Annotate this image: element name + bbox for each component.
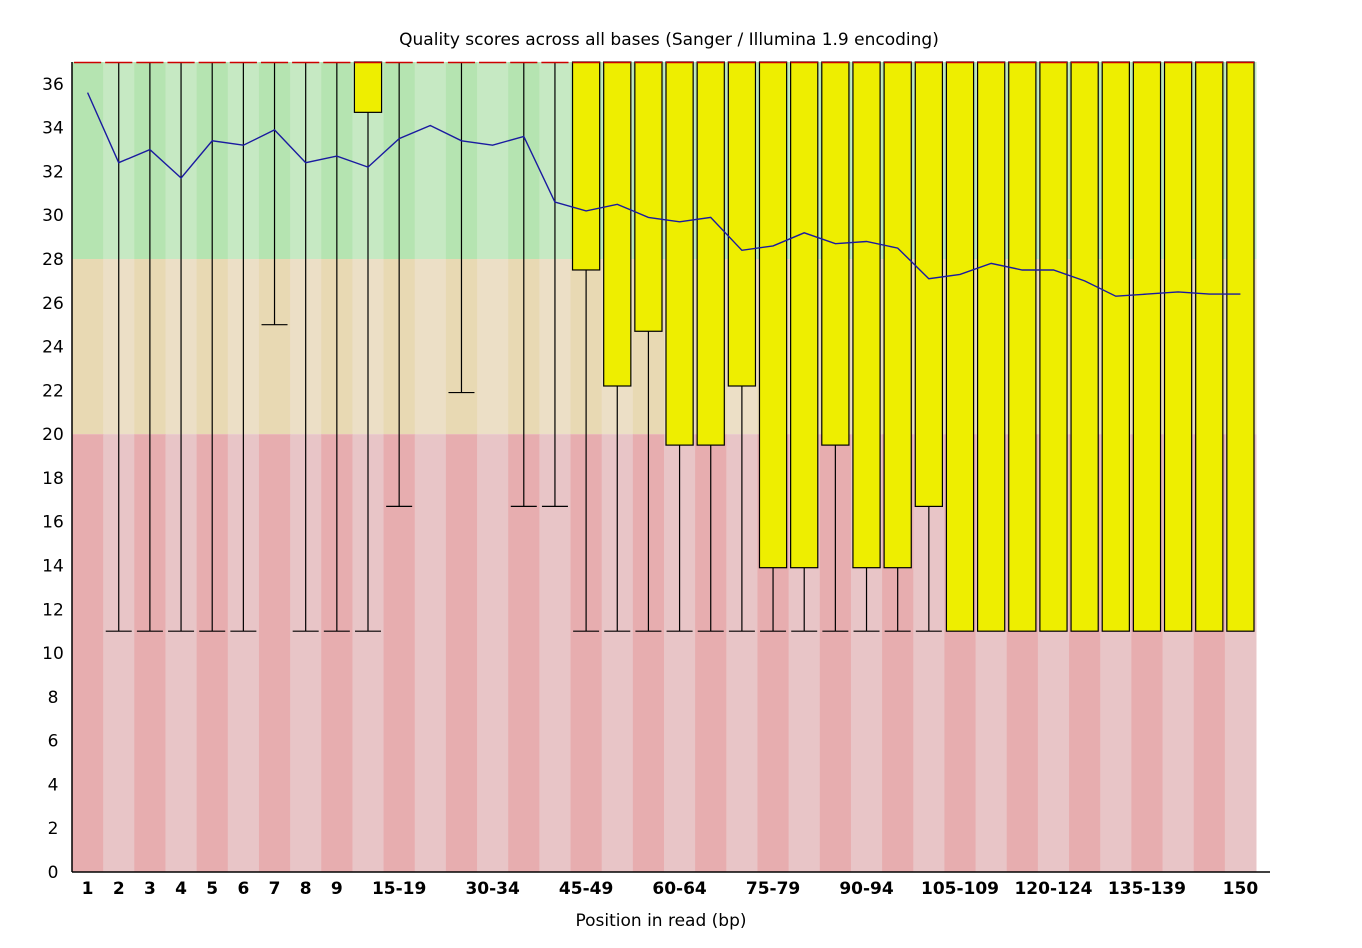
x-tick-label: 1 bbox=[82, 879, 94, 899]
y-tick-label: 18 bbox=[42, 469, 64, 489]
axes bbox=[71, 62, 1270, 873]
x-tick-labels: 1 2 3 4 5 6 7 8 9 15-19 30-34 45-49 60-64 75-79 90-94 1… bbox=[82, 879, 1259, 899]
band-poor-col-7 bbox=[258, 434, 291, 872]
x-tick-label: 9 bbox=[331, 879, 343, 899]
band-good-col-14 bbox=[477, 62, 509, 260]
x-tick-label: 15-19 bbox=[372, 879, 426, 899]
band-poor-col-13 bbox=[445, 434, 478, 872]
band-reasonable-col-14 bbox=[477, 259, 509, 435]
band-good-col-1 bbox=[72, 62, 104, 260]
band-poor-col-16 bbox=[539, 434, 572, 872]
box-34 bbox=[1101, 61, 1130, 632]
y-tick-label: 14 bbox=[42, 557, 64, 577]
x-tick-label: 3 bbox=[144, 879, 156, 899]
y-tick-label: 2 bbox=[48, 819, 59, 839]
y-tick-label: 22 bbox=[42, 381, 64, 401]
x-tick-label: 7 bbox=[269, 879, 281, 899]
x-tick-label: 30-34 bbox=[465, 879, 520, 899]
y-tick-label: 4 bbox=[48, 775, 59, 795]
band-reasonable-col-12 bbox=[414, 259, 447, 435]
box-27 bbox=[883, 61, 912, 569]
box-19 bbox=[634, 61, 663, 332]
band-poor-col-1 bbox=[72, 434, 104, 872]
x-tick-label: 150 bbox=[1223, 879, 1259, 899]
box-36 bbox=[1163, 61, 1193, 632]
box-30 bbox=[976, 61, 1006, 632]
x-tick-label: 90-94 bbox=[839, 879, 894, 899]
x-tick-label: 135-139 bbox=[1108, 879, 1186, 899]
box-32 bbox=[1039, 61, 1068, 632]
y-tick-label: 8 bbox=[48, 688, 59, 708]
box-23 bbox=[758, 61, 788, 569]
x-tick-label: 4 bbox=[175, 879, 187, 899]
y-tick-label: 28 bbox=[42, 250, 64, 270]
box-22 bbox=[727, 61, 757, 387]
x-tick-label: 105-109 bbox=[921, 879, 999, 899]
chart-title: Quality scores across all bases (Sanger … bbox=[399, 30, 939, 50]
x-tick-label: 8 bbox=[300, 879, 312, 899]
y-tick-label: 36 bbox=[42, 75, 64, 95]
y-tick-label: 26 bbox=[42, 294, 64, 314]
x-tick-label: 45-49 bbox=[559, 879, 613, 899]
mean-line bbox=[86, 92, 1241, 297]
box-31 bbox=[1008, 61, 1037, 632]
box-38 bbox=[1226, 61, 1255, 632]
x-tick-label: 60-64 bbox=[652, 879, 707, 899]
band-poor-col-12 bbox=[414, 434, 447, 872]
y-tick-label: 12 bbox=[42, 600, 64, 620]
box-17 bbox=[571, 61, 601, 271]
y-tick-label: 20 bbox=[42, 425, 64, 445]
box-21 bbox=[696, 61, 725, 446]
x-tick-label: 75-79 bbox=[746, 879, 800, 899]
y-tick-label: 16 bbox=[42, 513, 64, 533]
band-reasonable-col-1 bbox=[72, 259, 104, 435]
box-26 bbox=[852, 61, 881, 569]
y-tick-label: 30 bbox=[42, 206, 64, 226]
y-tick-label: 0 bbox=[48, 863, 59, 883]
y-tick-label: 32 bbox=[42, 162, 64, 182]
x-tick-label: 2 bbox=[113, 879, 125, 899]
band-poor-col-11 bbox=[383, 434, 416, 872]
y-tick-label: 34 bbox=[42, 119, 64, 139]
y-tick-label: 6 bbox=[48, 732, 59, 752]
box-10 bbox=[353, 61, 383, 113]
y-tick-label: 10 bbox=[42, 644, 64, 664]
box-24 bbox=[790, 61, 819, 569]
x-tick-label: 5 bbox=[206, 879, 218, 899]
band-poor-col-15 bbox=[508, 434, 540, 872]
box-28 bbox=[914, 61, 944, 508]
band-good-col-12 bbox=[414, 62, 447, 260]
box-35 bbox=[1132, 61, 1162, 632]
y-tick-label: 24 bbox=[42, 338, 64, 358]
x-axis-label: Position in read (bp) bbox=[575, 911, 746, 931]
box-25 bbox=[821, 61, 850, 446]
box-20 bbox=[665, 61, 694, 446]
mean-line-group bbox=[86, 92, 1241, 297]
box-33 bbox=[1070, 61, 1099, 632]
x-tick-label: 120-124 bbox=[1014, 879, 1092, 899]
x-tick-label: 6 bbox=[237, 879, 249, 899]
box-29 bbox=[945, 61, 975, 632]
box-37 bbox=[1195, 61, 1224, 632]
box-18 bbox=[603, 61, 632, 387]
box-plots bbox=[74, 61, 1255, 632]
band-poor-col-14 bbox=[477, 434, 509, 872]
